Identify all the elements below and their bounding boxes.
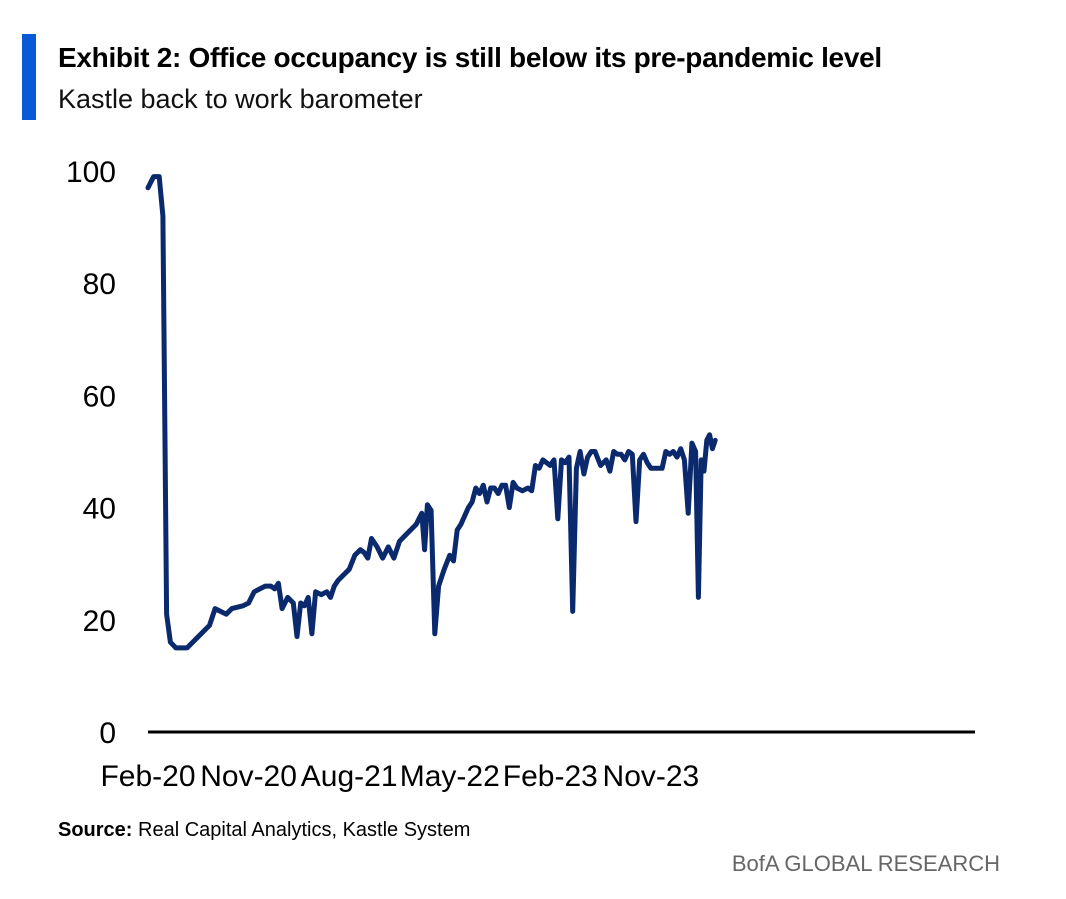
y-tick-label: 80	[83, 268, 116, 301]
x-axis-tick-labels: Feb-20 Nov-20 Aug-21 May-22 Feb-23 Nov-23	[100, 760, 699, 793]
y-tick-label: 100	[66, 156, 116, 189]
x-tick-label: Feb-20	[100, 760, 195, 793]
chart-subtitle: Kastle back to work barometer	[58, 84, 423, 114]
x-tick-label: Aug-21	[301, 760, 398, 793]
y-axis-tick-labels: 0 20 40 60 80 100	[66, 156, 116, 750]
series-layer	[145, 174, 718, 651]
source-label: Source:	[58, 819, 133, 841]
source-note: Source: Real Capital Analytics, Kastle S…	[58, 819, 470, 842]
brand-label: BofA GLOBAL RESEARCH	[731, 851, 1000, 876]
y-tick-label: 40	[83, 493, 116, 526]
source-text: Real Capital Analytics, Kastle System	[138, 819, 471, 841]
x-tick-label: Feb-23	[503, 760, 598, 793]
chart-title: Exhibit 2: Office occupancy is still bel…	[58, 42, 882, 73]
y-tick-label: 0	[99, 717, 116, 750]
y-tick-label: 60	[83, 380, 116, 413]
x-tick-label: Nov-20	[200, 760, 297, 793]
accent-bar	[22, 34, 36, 120]
x-tick-label: Nov-23	[603, 760, 700, 793]
y-tick-label: 20	[83, 605, 116, 638]
line-chart: 0 20 40 60 80 100 Feb-20 Nov-20 Aug-21 May-22 Feb…	[66, 156, 975, 793]
series-line-0	[145, 174, 718, 651]
x-tick-label: May-22	[400, 760, 500, 793]
